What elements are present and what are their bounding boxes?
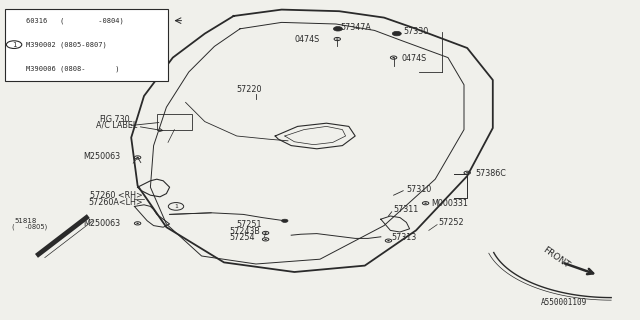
Text: 57330: 57330 <box>403 27 428 36</box>
Text: M250063: M250063 <box>83 219 120 228</box>
Text: 57260A<LH>: 57260A<LH> <box>88 198 143 207</box>
Text: M250063: M250063 <box>83 152 120 161</box>
Text: 0474S: 0474S <box>294 36 319 44</box>
Circle shape <box>392 31 401 36</box>
Circle shape <box>282 219 288 222</box>
Circle shape <box>466 172 468 173</box>
Text: M000331: M000331 <box>431 199 468 208</box>
Text: 57243B: 57243B <box>229 227 260 236</box>
Circle shape <box>387 240 390 241</box>
Text: 51818: 51818 <box>14 219 36 224</box>
Text: 57252: 57252 <box>438 218 464 227</box>
Circle shape <box>424 203 427 204</box>
Bar <box>5 9 168 81</box>
Text: 57386C: 57386C <box>475 169 506 178</box>
Text: (     -0805): ( -0805) <box>12 224 47 230</box>
Circle shape <box>264 232 267 234</box>
Text: 60316   (        -0804): 60316 ( -0804) <box>26 17 124 24</box>
Circle shape <box>136 223 139 224</box>
Text: FIG.730: FIG.730 <box>99 115 130 124</box>
Text: A550001109: A550001109 <box>541 298 587 307</box>
Text: 57311: 57311 <box>394 205 419 214</box>
Text: 57260 <RH>: 57260 <RH> <box>90 191 142 200</box>
Text: FRONT: FRONT <box>541 245 571 270</box>
Circle shape <box>392 57 395 58</box>
Bar <box>157 114 192 130</box>
Circle shape <box>264 239 267 240</box>
Text: 57220: 57220 <box>237 85 262 94</box>
Text: 57313: 57313 <box>392 233 417 242</box>
Text: 57251: 57251 <box>237 220 262 229</box>
Text: 1: 1 <box>12 42 16 48</box>
Circle shape <box>136 157 139 158</box>
Text: 57254: 57254 <box>229 233 255 242</box>
Text: 1: 1 <box>174 204 178 209</box>
Text: M390006 (0808-       ): M390006 (0808- ) <box>26 65 119 72</box>
Circle shape <box>336 38 339 40</box>
Circle shape <box>333 27 342 31</box>
Text: A/C LABEL: A/C LABEL <box>96 121 137 130</box>
Text: M390002 (0805-0807): M390002 (0805-0807) <box>26 41 106 48</box>
Text: 57310: 57310 <box>406 185 431 194</box>
Text: 57347A: 57347A <box>340 23 371 32</box>
Text: 0474S: 0474S <box>402 54 427 63</box>
